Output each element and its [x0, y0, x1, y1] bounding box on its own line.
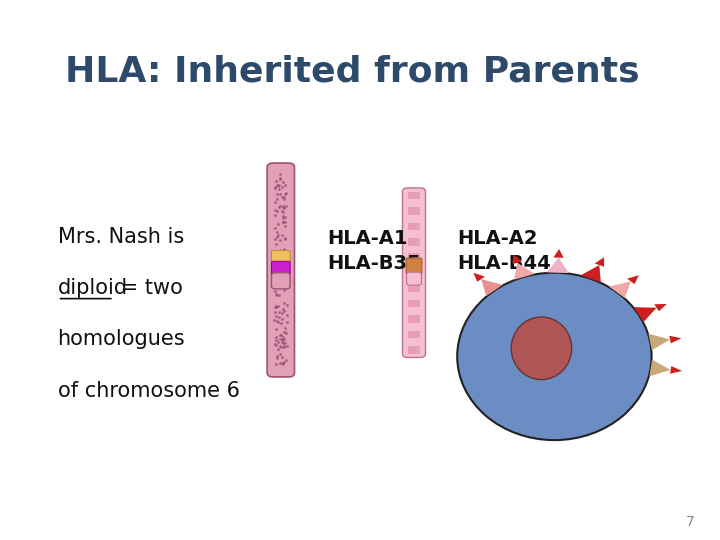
Polygon shape: [654, 304, 667, 311]
Text: homologues: homologues: [58, 329, 185, 349]
FancyBboxPatch shape: [408, 330, 420, 338]
FancyBboxPatch shape: [271, 273, 290, 289]
Text: HLA-A2
HLA-B44: HLA-A2 HLA-B44: [457, 229, 551, 273]
FancyBboxPatch shape: [408, 284, 420, 292]
FancyBboxPatch shape: [408, 300, 420, 307]
Polygon shape: [627, 275, 639, 284]
FancyBboxPatch shape: [267, 163, 294, 377]
Polygon shape: [670, 336, 681, 343]
Text: diploid: diploid: [58, 278, 127, 298]
FancyBboxPatch shape: [408, 346, 420, 354]
Polygon shape: [481, 279, 503, 296]
Polygon shape: [649, 334, 670, 350]
Polygon shape: [670, 366, 682, 374]
Ellipse shape: [511, 317, 572, 380]
FancyBboxPatch shape: [406, 258, 422, 274]
Polygon shape: [609, 281, 631, 298]
Text: = two: = two: [114, 278, 183, 298]
Text: of chromosome 6: of chromosome 6: [58, 381, 240, 401]
FancyBboxPatch shape: [408, 207, 420, 215]
Polygon shape: [649, 360, 670, 376]
Text: Mrs. Nash is: Mrs. Nash is: [58, 227, 184, 247]
FancyBboxPatch shape: [407, 272, 421, 285]
FancyBboxPatch shape: [408, 253, 420, 261]
Polygon shape: [546, 258, 569, 273]
Polygon shape: [634, 307, 657, 322]
FancyBboxPatch shape: [408, 315, 420, 323]
Text: HLA: Inherited from Parents: HLA: Inherited from Parents: [65, 54, 639, 88]
Text: 7: 7: [686, 515, 695, 529]
Text: HLA-A1
HLA-B35: HLA-A1 HLA-B35: [328, 229, 421, 273]
FancyBboxPatch shape: [408, 222, 420, 230]
Polygon shape: [595, 257, 604, 267]
Polygon shape: [513, 254, 522, 264]
Polygon shape: [581, 265, 601, 282]
Polygon shape: [514, 262, 535, 280]
FancyBboxPatch shape: [408, 238, 420, 246]
FancyBboxPatch shape: [408, 192, 420, 199]
Ellipse shape: [457, 273, 652, 440]
FancyBboxPatch shape: [271, 251, 290, 262]
FancyBboxPatch shape: [402, 188, 426, 357]
FancyBboxPatch shape: [408, 269, 420, 276]
Polygon shape: [554, 249, 564, 258]
FancyBboxPatch shape: [271, 261, 290, 275]
Polygon shape: [474, 273, 485, 282]
